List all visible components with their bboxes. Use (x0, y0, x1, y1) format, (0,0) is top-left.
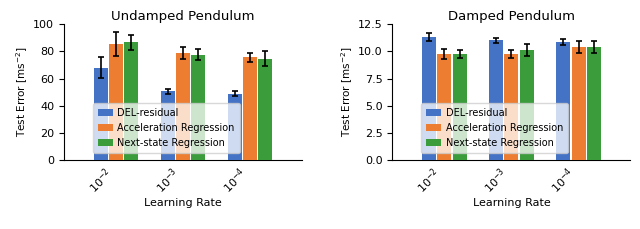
Bar (504, 54, 518, 160)
Bar (124, 42, 138, 160)
Bar (191, 55, 205, 160)
Legend: DEL-residual, Acceleration Regression, Next-state Regression: DEL-residual, Acceleration Regression, N… (422, 103, 568, 153)
Bar (437, 54, 451, 160)
Bar (452, 54, 467, 160)
Bar (422, 37, 436, 160)
Bar (587, 47, 601, 160)
X-axis label: Learning Rate: Learning Rate (472, 198, 550, 208)
Bar (161, 92, 175, 160)
Bar (109, 44, 123, 160)
Bar (489, 40, 503, 160)
Title: Undamped Pendulum: Undamped Pendulum (111, 10, 255, 23)
Legend: DEL-residual, Acceleration Regression, Next-state Regression: DEL-residual, Acceleration Regression, N… (93, 103, 239, 153)
Bar (259, 59, 273, 160)
Bar (556, 42, 570, 160)
Bar (243, 57, 257, 160)
Y-axis label: Test Error [ms$^{-2}$]: Test Error [ms$^{-2}$] (340, 47, 355, 137)
X-axis label: Learning Rate: Learning Rate (144, 198, 222, 208)
Bar (228, 93, 242, 160)
Y-axis label: Test Error [ms$^{-2}$]: Test Error [ms$^{-2}$] (15, 47, 31, 137)
Title: Damped Pendulum: Damped Pendulum (448, 10, 575, 23)
Bar (176, 53, 190, 160)
Bar (93, 68, 108, 160)
Bar (572, 47, 586, 160)
Bar (520, 50, 534, 160)
